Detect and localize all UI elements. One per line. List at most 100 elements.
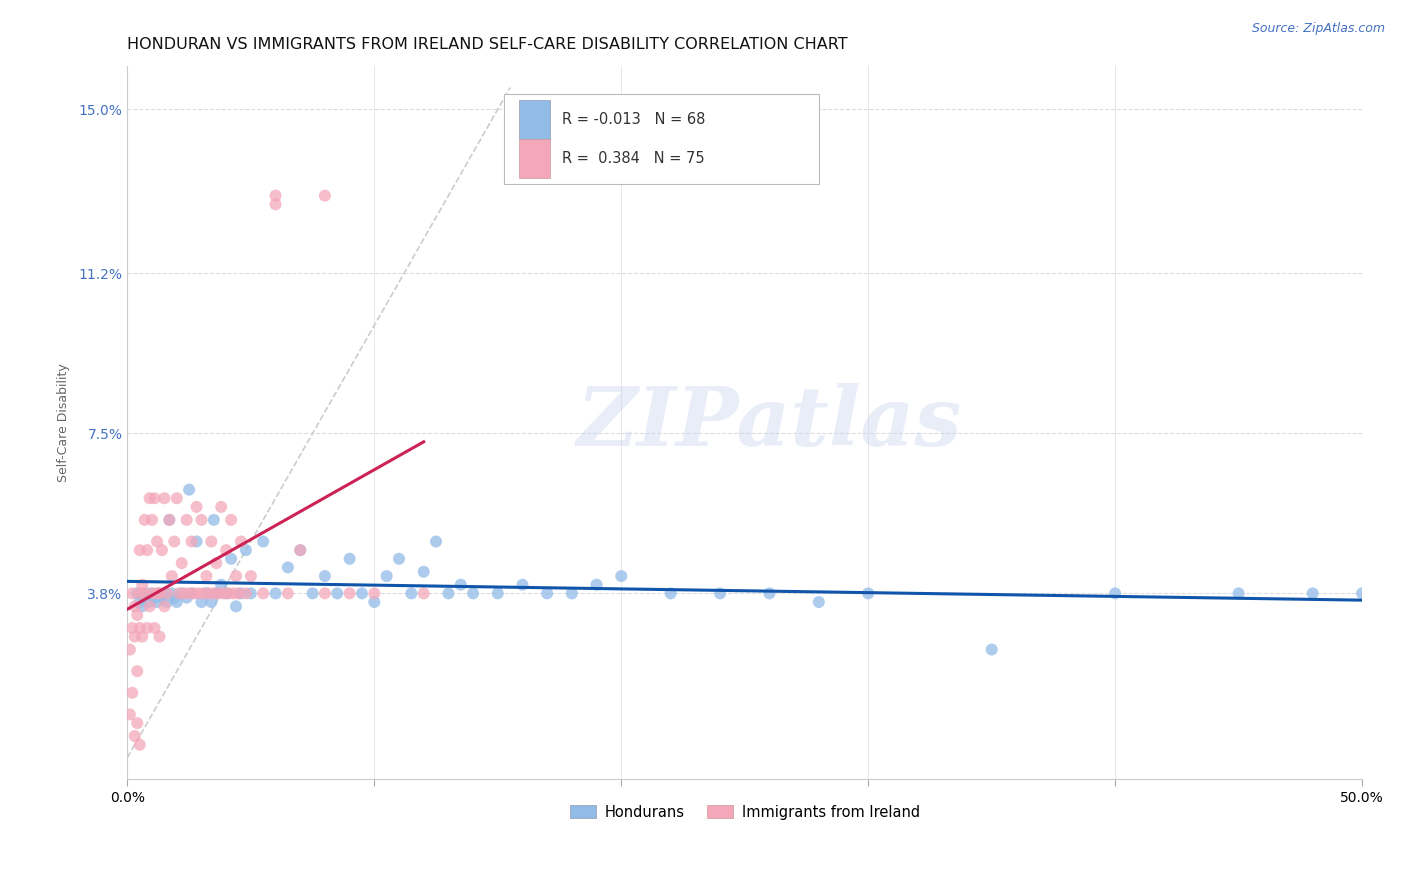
Point xyxy=(118,707,141,722)
Point xyxy=(173,586,195,600)
Point xyxy=(176,513,198,527)
Point xyxy=(143,591,166,605)
Point xyxy=(179,586,201,600)
Point xyxy=(219,513,242,527)
Text: HONDURAN VS IMMIGRANTS FROM IRELAND SELF-CARE DISABILITY CORRELATION CHART: HONDURAN VS IMMIGRANTS FROM IRELAND SELF… xyxy=(128,37,848,53)
Point xyxy=(190,513,212,527)
Point xyxy=(277,560,299,574)
Point xyxy=(146,586,169,600)
Point xyxy=(610,569,633,583)
Point xyxy=(128,543,150,558)
Point xyxy=(141,513,163,527)
Point xyxy=(709,586,731,600)
Point xyxy=(200,534,222,549)
Point xyxy=(363,586,385,600)
Point xyxy=(170,586,193,600)
Point xyxy=(170,556,193,570)
Point xyxy=(148,630,170,644)
Point xyxy=(131,578,153,592)
Point xyxy=(138,491,160,506)
Point xyxy=(225,569,247,583)
Point xyxy=(225,599,247,614)
Point xyxy=(180,534,202,549)
Point xyxy=(157,513,180,527)
Point xyxy=(388,551,411,566)
Point xyxy=(401,586,423,600)
Point xyxy=(160,586,183,600)
Legend: Hondurans, Immigrants from Ireland: Hondurans, Immigrants from Ireland xyxy=(564,799,925,825)
Point xyxy=(1227,586,1250,600)
Point xyxy=(195,569,218,583)
Point xyxy=(136,621,159,635)
Point xyxy=(339,586,361,600)
Point xyxy=(138,595,160,609)
Point xyxy=(134,513,156,527)
Point xyxy=(198,586,221,600)
Point xyxy=(264,586,287,600)
Point xyxy=(252,586,274,600)
Point xyxy=(229,586,252,600)
Point xyxy=(375,569,398,583)
Point xyxy=(277,586,299,600)
Point xyxy=(186,534,208,549)
Point xyxy=(264,188,287,202)
Point xyxy=(512,578,534,592)
Point xyxy=(183,586,205,600)
Point xyxy=(143,491,166,506)
Point xyxy=(148,586,170,600)
Point xyxy=(153,586,176,600)
Point xyxy=(128,621,150,635)
Point xyxy=(166,491,188,506)
Point xyxy=(124,729,146,743)
Point xyxy=(176,591,198,605)
FancyBboxPatch shape xyxy=(503,95,818,184)
Point xyxy=(858,586,880,600)
Point xyxy=(138,599,160,614)
Point xyxy=(461,586,484,600)
Point xyxy=(209,578,232,592)
Point xyxy=(134,591,156,605)
Point xyxy=(437,586,460,600)
Point xyxy=(188,586,211,600)
FancyBboxPatch shape xyxy=(519,139,550,178)
Point xyxy=(143,621,166,635)
Point xyxy=(807,595,830,609)
Point xyxy=(141,586,163,600)
Point xyxy=(163,591,186,605)
Point xyxy=(215,543,238,558)
Point xyxy=(585,578,607,592)
Point xyxy=(150,543,173,558)
Text: Source: ZipAtlas.com: Source: ZipAtlas.com xyxy=(1251,22,1385,36)
Point xyxy=(326,586,349,600)
Point xyxy=(980,642,1002,657)
Point xyxy=(131,599,153,614)
Point xyxy=(536,586,558,600)
Point xyxy=(157,513,180,527)
Point xyxy=(363,595,385,609)
Point xyxy=(219,551,242,566)
Point xyxy=(118,642,141,657)
Point xyxy=(350,586,373,600)
Point xyxy=(561,586,583,600)
Y-axis label: Self-Care Disability: Self-Care Disability xyxy=(58,363,70,482)
Point xyxy=(136,543,159,558)
Point xyxy=(124,630,146,644)
Point xyxy=(128,586,150,600)
Point xyxy=(163,534,186,549)
Text: R = -0.013   N = 68: R = -0.013 N = 68 xyxy=(562,112,706,127)
Point xyxy=(290,543,312,558)
Point xyxy=(758,586,780,600)
Point xyxy=(195,586,218,600)
Point xyxy=(228,586,250,600)
Point xyxy=(127,664,149,678)
Point xyxy=(153,491,176,506)
Point xyxy=(659,586,682,600)
Point xyxy=(301,586,323,600)
Point xyxy=(121,586,143,600)
Point xyxy=(202,586,225,600)
Point xyxy=(153,599,176,614)
Point xyxy=(180,586,202,600)
Point xyxy=(235,586,257,600)
Point xyxy=(208,586,231,600)
Point xyxy=(193,586,215,600)
